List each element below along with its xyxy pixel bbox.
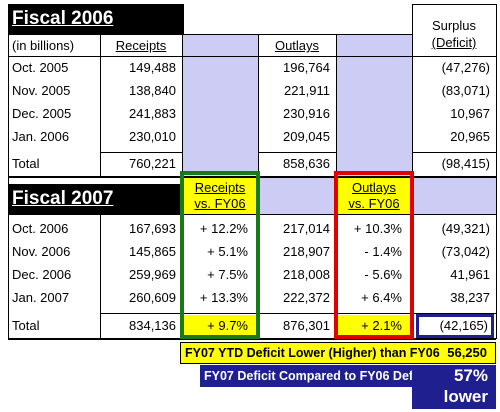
row-outlays-change: + 6.4% bbox=[361, 290, 402, 305]
units-label: (in billions) bbox=[12, 38, 75, 53]
row-outlays: 217,014 bbox=[283, 221, 330, 236]
shade-col-outlays-chg bbox=[336, 34, 412, 176]
row-surplus: (49,321) bbox=[441, 221, 490, 236]
row-receipts: 760,221 bbox=[129, 156, 176, 171]
receipts-vs-header-line1: Receipts bbox=[194, 180, 246, 195]
row-month: Jan. 2007 bbox=[12, 290, 70, 305]
grid-line bbox=[412, 56, 496, 57]
row-outlays: 222,372 bbox=[283, 290, 330, 305]
total-deficit-highlight-frame bbox=[416, 314, 494, 338]
outlays-vs-header-line1: Outlays bbox=[351, 180, 397, 195]
shade-outlays-total bbox=[336, 315, 412, 337]
row-surplus: 10,967 bbox=[450, 106, 490, 121]
row-month: Nov. 2005 bbox=[12, 83, 71, 98]
row-receipts: 149,488 bbox=[129, 60, 176, 75]
row-outlays: 858,636 bbox=[283, 156, 330, 171]
row-month: Nov. 2006 bbox=[12, 244, 71, 259]
row-surplus: (98,415) bbox=[441, 156, 490, 171]
ytd-deficit-bar: FY07 YTD Deficit Lower (Higher) than FY0… bbox=[180, 342, 496, 364]
row-outlays: 876,301 bbox=[283, 318, 330, 333]
fy2006-title: Fiscal 2006 bbox=[8, 4, 184, 34]
row-outlays: 221,911 bbox=[283, 83, 330, 98]
row-outlays: 230,916 bbox=[283, 106, 330, 121]
row-outlays: 218,008 bbox=[283, 267, 330, 282]
row-surplus: (73,042) bbox=[441, 244, 490, 259]
row-receipts-change: + 12.2% bbox=[199, 221, 248, 236]
row-outlays: 196,764 bbox=[283, 60, 330, 75]
grid-line bbox=[100, 34, 101, 176]
row-receipts: 834,136 bbox=[129, 318, 176, 333]
row-receipts: 260,609 bbox=[129, 290, 176, 305]
grid-line bbox=[258, 152, 336, 153]
row-receipts: 241,883 bbox=[129, 106, 176, 121]
grid-line bbox=[496, 4, 497, 339]
shade-receipts-vs-header bbox=[182, 173, 258, 215]
grid-line bbox=[412, 152, 496, 153]
row-receipts: 259,969 bbox=[129, 267, 176, 282]
shade-receipts-total bbox=[182, 315, 258, 337]
row-month: Dec. 2006 bbox=[12, 267, 72, 282]
col-header-receipts: Receipts bbox=[115, 38, 167, 53]
row-receipts-change: + 5.1% bbox=[207, 244, 248, 259]
ytd-deficit-value: 56,250 bbox=[447, 345, 487, 360]
deficit-comparison-bar: FY07 Deficit Compared to FY06 Deficit bbox=[200, 365, 432, 387]
deficit-comparison-result: 57% lower bbox=[412, 365, 496, 409]
ytd-deficit-label: FY07 YTD Deficit Lower (Higher) than FY0… bbox=[185, 346, 440, 360]
col-header-deficit: (Deficit) bbox=[431, 35, 477, 50]
deficit-comparison-percent: 57% bbox=[453, 366, 488, 385]
grid-line bbox=[100, 152, 182, 153]
col-header-outlays: Outlays bbox=[274, 38, 320, 53]
deficit-comparison-label: FY07 Deficit Compared to FY06 Deficit bbox=[204, 369, 432, 383]
shade-fy2007-header-right bbox=[412, 177, 496, 215]
grid-line bbox=[100, 313, 496, 314]
row-total-label: Total bbox=[12, 318, 40, 333]
row-total-label: Total bbox=[12, 156, 40, 171]
row-receipts: 145,865 bbox=[129, 244, 176, 259]
row-surplus: (42,165) bbox=[439, 318, 488, 333]
row-month: Dec. 2005 bbox=[12, 106, 72, 121]
deficit-comparison-word: lower bbox=[443, 387, 488, 406]
shade-fy2007-header bbox=[258, 177, 336, 215]
row-surplus: 41,961 bbox=[450, 267, 490, 282]
col-header-surplus: Surplus bbox=[431, 18, 477, 33]
grid-line bbox=[8, 176, 496, 178]
grid-line bbox=[8, 56, 412, 57]
outlays-vs-header-line2: vs. FY06 bbox=[348, 196, 400, 211]
row-outlays-change: - 5.6% bbox=[364, 267, 402, 282]
grid-line bbox=[412, 4, 496, 5]
shade-outlays-vs-header bbox=[336, 173, 412, 215]
grid-line bbox=[8, 34, 412, 35]
row-outlays: 209,045 bbox=[283, 129, 330, 144]
row-month: Jan. 2006 bbox=[12, 129, 70, 144]
grid-line bbox=[8, 338, 496, 340]
row-month: Oct. 2005 bbox=[12, 60, 69, 75]
row-month: Oct. 2006 bbox=[12, 221, 69, 236]
row-surplus: 20,965 bbox=[450, 129, 490, 144]
receipts-vs-header-line2: vs. FY06 bbox=[194, 196, 246, 211]
grid-line bbox=[100, 214, 101, 339]
row-surplus: (83,071) bbox=[441, 83, 490, 98]
receipts-change-highlight-frame bbox=[180, 171, 260, 339]
row-receipts: 138,840 bbox=[129, 83, 176, 98]
row-receipts: 230,010 bbox=[129, 129, 176, 144]
row-receipts-change: + 13.3% bbox=[199, 290, 248, 305]
row-outlays-change: + 10.3% bbox=[353, 221, 402, 236]
row-receipts-change: + 7.5% bbox=[207, 267, 248, 282]
row-surplus: (47,276) bbox=[441, 60, 490, 75]
row-receipts-change: + 9.7% bbox=[207, 318, 248, 333]
outlays-change-highlight-frame bbox=[334, 171, 414, 339]
row-receipts: 167,693 bbox=[129, 221, 176, 236]
row-outlays: 218,907 bbox=[283, 244, 330, 259]
row-outlays-change: + 2.1% bbox=[361, 318, 402, 333]
row-outlays-change: - 1.4% bbox=[364, 244, 402, 259]
grid-line bbox=[8, 214, 496, 215]
fy2007-title: Fiscal 2007 bbox=[8, 184, 184, 214]
shade-col-receipts-chg bbox=[182, 34, 258, 176]
grid-line bbox=[182, 34, 183, 176]
row-surplus: 38,237 bbox=[450, 290, 490, 305]
